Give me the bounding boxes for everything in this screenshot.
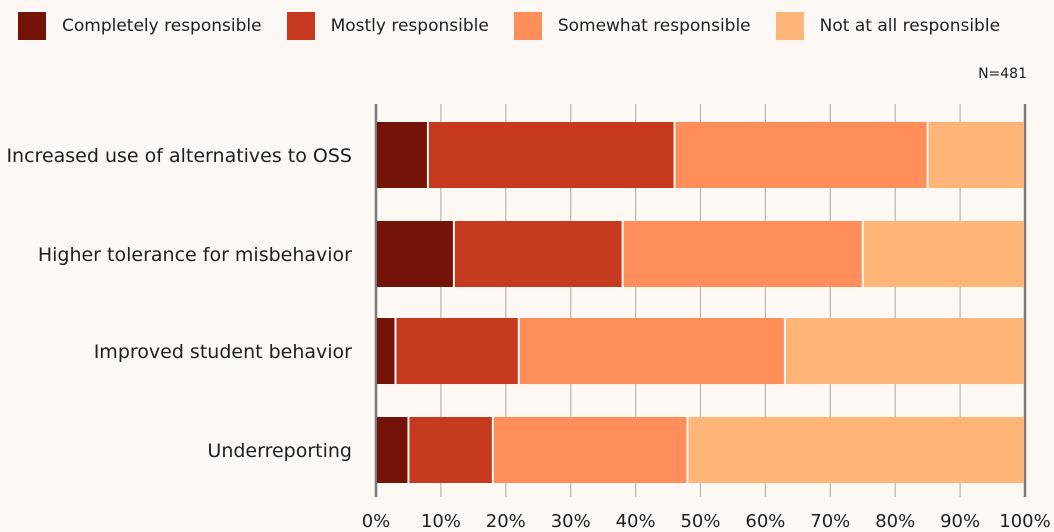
x-tick-label: 10%	[421, 511, 461, 532]
x-tick-label: 40%	[616, 511, 656, 532]
legend: Completely responsible Mostly responsibl…	[18, 12, 1025, 40]
x-tick-label: 80%	[875, 511, 915, 532]
legend-swatch	[18, 12, 46, 40]
bar-segment	[493, 417, 687, 483]
bar-segment	[454, 221, 622, 287]
x-tick-label: 100%	[999, 511, 1050, 532]
x-tick-label: 60%	[745, 511, 785, 532]
bar-segment	[863, 221, 1024, 287]
legend-swatch	[513, 12, 542, 40]
bar-segment	[377, 318, 395, 384]
bar-segment	[675, 122, 927, 188]
x-tick-label: 30%	[551, 511, 591, 532]
bar-segment	[623, 221, 862, 287]
bar-segment	[377, 122, 427, 188]
x-tick-label: 50%	[680, 511, 720, 532]
category-label: Improved student behavior	[94, 341, 352, 363]
legend-item-not-at-all: Not at all responsible	[775, 12, 1001, 40]
legend-item-completely: Completely responsible	[18, 12, 262, 40]
bar-segment	[409, 417, 492, 483]
bar-segment	[377, 417, 408, 483]
x-tick-label: 70%	[810, 511, 850, 532]
legend-label: Not at all responsible	[819, 16, 1001, 36]
legend-item-somewhat: Somewhat responsible	[513, 12, 751, 40]
legend-label: Mostly responsible	[330, 16, 489, 36]
category-label: Increased use of alternatives to OSS	[6, 145, 352, 167]
x-tick-label: 0%	[362, 511, 391, 532]
legend-swatch	[775, 12, 804, 40]
x-tick-label: 20%	[486, 511, 526, 532]
legend-label: Completely responsible	[62, 16, 262, 36]
bar-segment	[928, 122, 1024, 188]
bar-segment	[519, 318, 784, 384]
legend-item-mostly: Mostly responsible	[286, 12, 489, 40]
category-label: Underreporting	[207, 440, 352, 462]
sample-size-note: N=481	[978, 66, 1027, 82]
category-label: Higher tolerance for misbehavior	[38, 244, 352, 266]
bar-segment	[785, 318, 1024, 384]
x-tick-label: 90%	[940, 511, 980, 532]
legend-label: Somewhat responsible	[557, 16, 751, 36]
bar-segment	[688, 417, 1024, 483]
legend-swatch	[286, 12, 315, 40]
bar-segment	[377, 221, 453, 287]
bar-segment	[428, 122, 674, 188]
bar-segment	[396, 318, 518, 384]
